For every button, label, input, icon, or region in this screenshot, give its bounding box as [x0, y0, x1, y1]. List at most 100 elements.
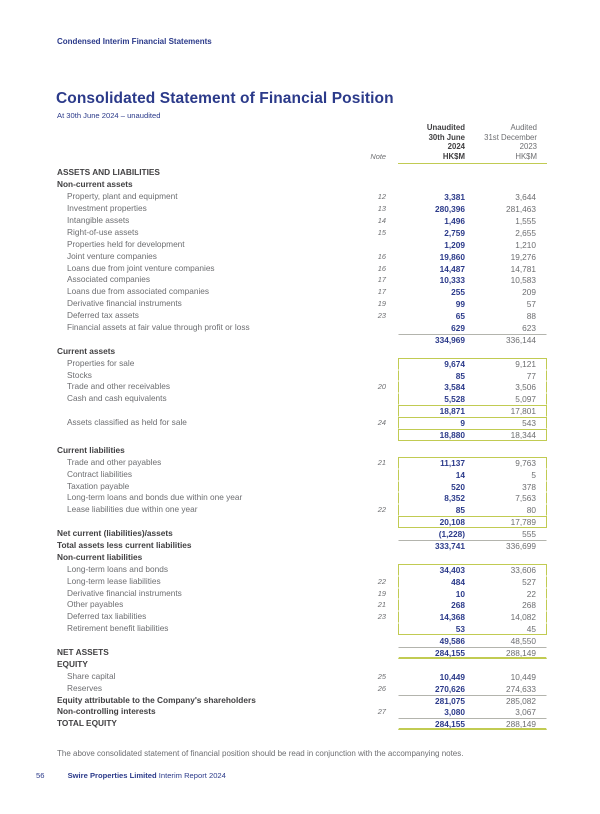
note-number [360, 469, 398, 481]
note-number [360, 405, 398, 417]
value-2024: 9 [460, 418, 465, 429]
row-values: 520 378 [398, 480, 547, 493]
row-label: TOTAL EQUITY [57, 718, 117, 729]
value-2024: 18,871 [439, 406, 465, 417]
col-2024-line3: 2024 [447, 142, 465, 152]
col-2023-line3: 2023 [519, 142, 537, 152]
table-row: Lease liabilities due within one year 22 8… [57, 504, 547, 517]
value-2023: 18,344 [510, 429, 536, 440]
value-2024: 85 [455, 370, 465, 381]
row-label: Cash and cash equivalents [67, 393, 167, 404]
note-number: 26 [377, 683, 386, 693]
table-row: Trade and other payables 21 11,137 9,763 [57, 456, 547, 469]
value-2024: (1,228) [438, 529, 465, 540]
value-2024: 1,209 [444, 239, 465, 250]
table-row: Derivative financial instruments 19 99 57 [57, 298, 547, 310]
value-2024: 484 [451, 576, 465, 587]
footer-company-name: Swire Properties Limited [67, 771, 157, 780]
value-2023: 48,550 [510, 636, 536, 647]
row-label: Assets classified as held for sale [67, 417, 187, 428]
note-number [360, 623, 398, 635]
note-number: 17 [377, 275, 386, 285]
note-number: 21 [377, 457, 386, 467]
row-values: 333,741 336,699 [398, 539, 547, 552]
value-2024 [399, 168, 465, 178]
row-label: Long-term loans and bonds due within one… [67, 492, 243, 503]
value-2023: 5,097 [515, 394, 536, 405]
table-row: Trade and other receivables 20 3,584 3,506 [57, 381, 547, 394]
value-2023: 10,449 [510, 671, 536, 682]
row-label [57, 516, 360, 528]
note-number [360, 445, 398, 457]
row-values: 284,155 288,149 [398, 718, 547, 731]
row-values: 49,586 48,550 [398, 635, 547, 647]
row-values: 34,403 33,606 [398, 563, 547, 576]
table-row: Deferred tax liabilities 23 14,368 14,082 [57, 611, 547, 624]
footer-report-name: Interim Report 2024 [158, 771, 226, 780]
row-values: 268 268 [398, 599, 547, 612]
row-label: Taxation payable [67, 480, 130, 491]
note-number: 20 [377, 382, 386, 392]
row-values: 270,626 274,633 [398, 683, 547, 695]
row-values [398, 445, 547, 457]
value-2023: 9,763 [515, 457, 536, 468]
row-label: Right-of-use assets [67, 226, 139, 237]
value-2023: 3,067 [515, 707, 536, 718]
col-2023-line2: 31st December [484, 132, 537, 142]
row-values: 8,352 7,563 [398, 492, 547, 505]
table-row: 20,108 17,789 [57, 516, 547, 529]
value-2024: 11,137 [440, 457, 465, 468]
value-2024: 19,860 [439, 251, 465, 262]
row-label: Equity attributable to the Company's sha… [57, 694, 256, 705]
note-number: 16 [377, 263, 386, 273]
value-2024: 34,403 [439, 564, 465, 575]
value-2024 [399, 347, 465, 357]
value-2024: 255 [451, 287, 465, 298]
value-2024: 5,528 [444, 394, 465, 405]
row-values [398, 346, 547, 358]
row-label: Properties for sale [67, 357, 135, 368]
row-label: Deferred tax liabilities [67, 611, 147, 622]
note-number [360, 346, 398, 358]
note-number [360, 492, 398, 504]
table-row: Share capital 25 10,449 10,449 [57, 671, 547, 683]
table-row: Stocks 85 77 [57, 369, 547, 382]
value-2023: 288,149 [506, 719, 536, 730]
table-row: Derivative financial instruments 19 10 22 [57, 587, 547, 600]
row-values: (1,228) 555 [398, 528, 547, 540]
note-number: 22 [377, 576, 386, 586]
value-2023: 57 [526, 299, 536, 310]
note-number [360, 552, 398, 564]
row-label: Total assets less current liabilities [57, 539, 192, 550]
row-label: Net current (liabilities)/assets [57, 528, 173, 539]
table-row: 18,880 18,344 [57, 428, 547, 441]
table-row: Properties for sale 9,674 9,121 [57, 357, 547, 370]
value-2023: 88 [526, 311, 536, 322]
row-values: 99 57 [398, 298, 547, 310]
row-label: Current assets [57, 345, 116, 356]
value-2023: 77 [526, 370, 536, 381]
col-2024-line2: 30th June [428, 132, 465, 142]
note-number [360, 564, 398, 576]
note-number [360, 334, 398, 346]
note-number: 12 [377, 192, 386, 202]
row-values: 20,108 17,789 [398, 516, 547, 529]
row-label: Loans due from joint venture companies [67, 262, 215, 273]
row-values: 18,880 18,344 [398, 428, 547, 441]
row-label [57, 405, 360, 417]
value-2023: 45 [526, 624, 536, 635]
table-footnote: The above consolidated statement of fina… [57, 749, 464, 758]
row-label [57, 429, 360, 441]
value-2024: 333,741 [435, 540, 465, 551]
value-2023: 1,210 [515, 239, 536, 250]
value-2023 [465, 660, 546, 670]
col-2024-line1: Unaudited [426, 123, 465, 132]
table-row: Long-term loans and bonds due within one… [57, 492, 547, 505]
note-column-header: Note [370, 151, 386, 161]
value-2024: 3,584 [444, 382, 465, 393]
note-number [360, 370, 398, 382]
row-values: 1,496 1,555 [398, 215, 547, 227]
value-2024 [399, 660, 465, 670]
value-2023: 336,144 [506, 334, 536, 345]
